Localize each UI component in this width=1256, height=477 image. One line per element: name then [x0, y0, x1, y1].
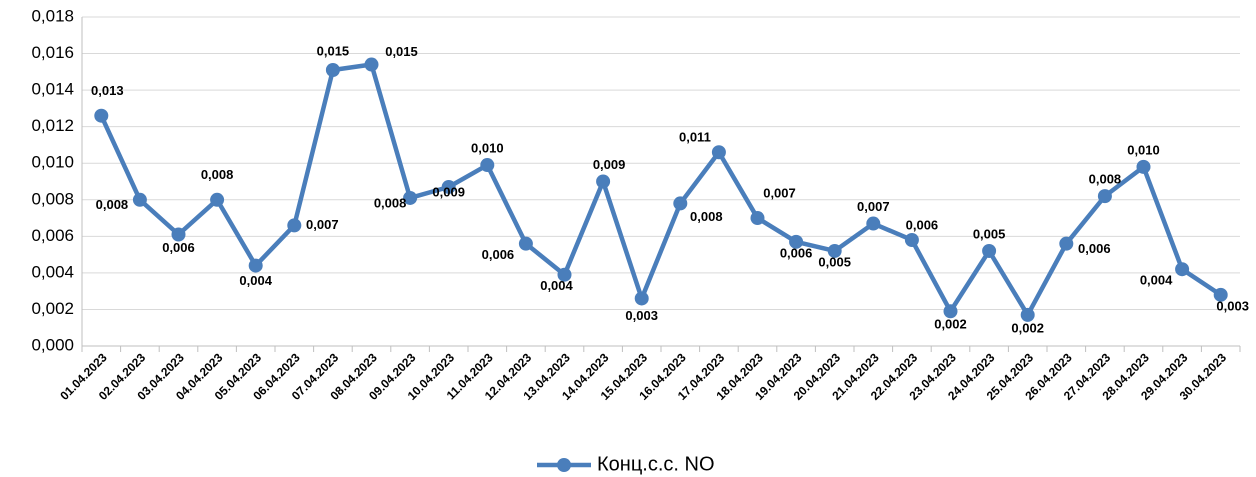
point — [325, 63, 340, 78]
point — [904, 232, 919, 247]
point — [596, 174, 611, 189]
point — [94, 108, 109, 123]
data-label: 0,004 — [1140, 273, 1173, 288]
data-label: 0,006 — [162, 240, 195, 255]
point — [711, 145, 726, 160]
point — [171, 227, 186, 242]
point — [1059, 236, 1074, 251]
data-label: 0,003 — [625, 308, 658, 323]
data-label: 0,004 — [239, 273, 272, 288]
data-label: 0,008 — [690, 209, 723, 224]
point — [287, 218, 302, 233]
data-label: 0,008 — [1089, 172, 1122, 187]
y-tick-label: 0,006 — [31, 226, 74, 245]
point — [673, 196, 688, 211]
point — [943, 304, 958, 319]
data-label: 0,015 — [317, 43, 350, 58]
y-tick-label: 0,010 — [31, 153, 74, 172]
point — [1136, 159, 1151, 174]
data-label: 0,008 — [201, 167, 234, 182]
point — [1175, 262, 1190, 277]
point — [557, 267, 572, 282]
point — [1097, 189, 1112, 204]
data-label: 0,008 — [96, 197, 129, 212]
data-label: 0,015 — [385, 44, 418, 59]
data-label: 0,006 — [482, 247, 515, 262]
y-tick-label: 0,008 — [31, 189, 74, 208]
data-label: 0,002 — [934, 317, 967, 332]
data-label: 0,007 — [306, 217, 339, 232]
point — [866, 216, 881, 231]
data-label: 0,013 — [91, 83, 124, 98]
data-label: 0,010 — [1127, 142, 1160, 157]
data-label: 0,008 — [374, 195, 407, 210]
point — [827, 243, 842, 258]
y-tick-label: 0,002 — [31, 299, 74, 318]
data-label: 0,009 — [593, 157, 626, 172]
point — [634, 291, 649, 306]
data-label: 0,011 — [679, 130, 711, 145]
y-tick-label: 0,018 — [31, 6, 74, 25]
point — [1213, 287, 1228, 302]
point — [210, 192, 225, 207]
data-label: 0,007 — [763, 185, 796, 200]
point — [1020, 307, 1035, 322]
point — [248, 258, 263, 273]
point — [441, 179, 456, 194]
point — [518, 236, 533, 251]
data-label: 0,006 — [1078, 241, 1111, 256]
y-tick-label: 0,014 — [31, 80, 74, 99]
data-label: 0,005 — [973, 226, 1006, 241]
point — [982, 243, 997, 258]
data-label: 0,009 — [432, 184, 465, 199]
point — [364, 57, 379, 72]
data-label: 0,010 — [471, 140, 504, 155]
y-tick-label: 0,016 — [31, 43, 74, 62]
y-tick-label: 0,000 — [31, 335, 74, 354]
point — [132, 192, 147, 207]
data-label: 0,002 — [1011, 320, 1044, 335]
point — [750, 211, 765, 226]
point — [789, 234, 804, 249]
point — [403, 190, 418, 205]
y-tick-label: 0,012 — [31, 116, 74, 135]
legend-marker — [557, 458, 571, 472]
data-label: 0,006 — [780, 245, 813, 260]
legend-label: Конц.с.с. NO — [597, 453, 715, 475]
data-label: 0,003 — [1216, 298, 1249, 313]
point — [480, 158, 495, 173]
data-label: 0,006 — [906, 217, 939, 232]
data-label: 0,005 — [818, 254, 851, 269]
data-label: 0,004 — [540, 278, 573, 293]
series-line — [99, 62, 1222, 318]
data-label: 0,007 — [857, 199, 890, 214]
y-tick-label: 0,004 — [31, 262, 74, 281]
